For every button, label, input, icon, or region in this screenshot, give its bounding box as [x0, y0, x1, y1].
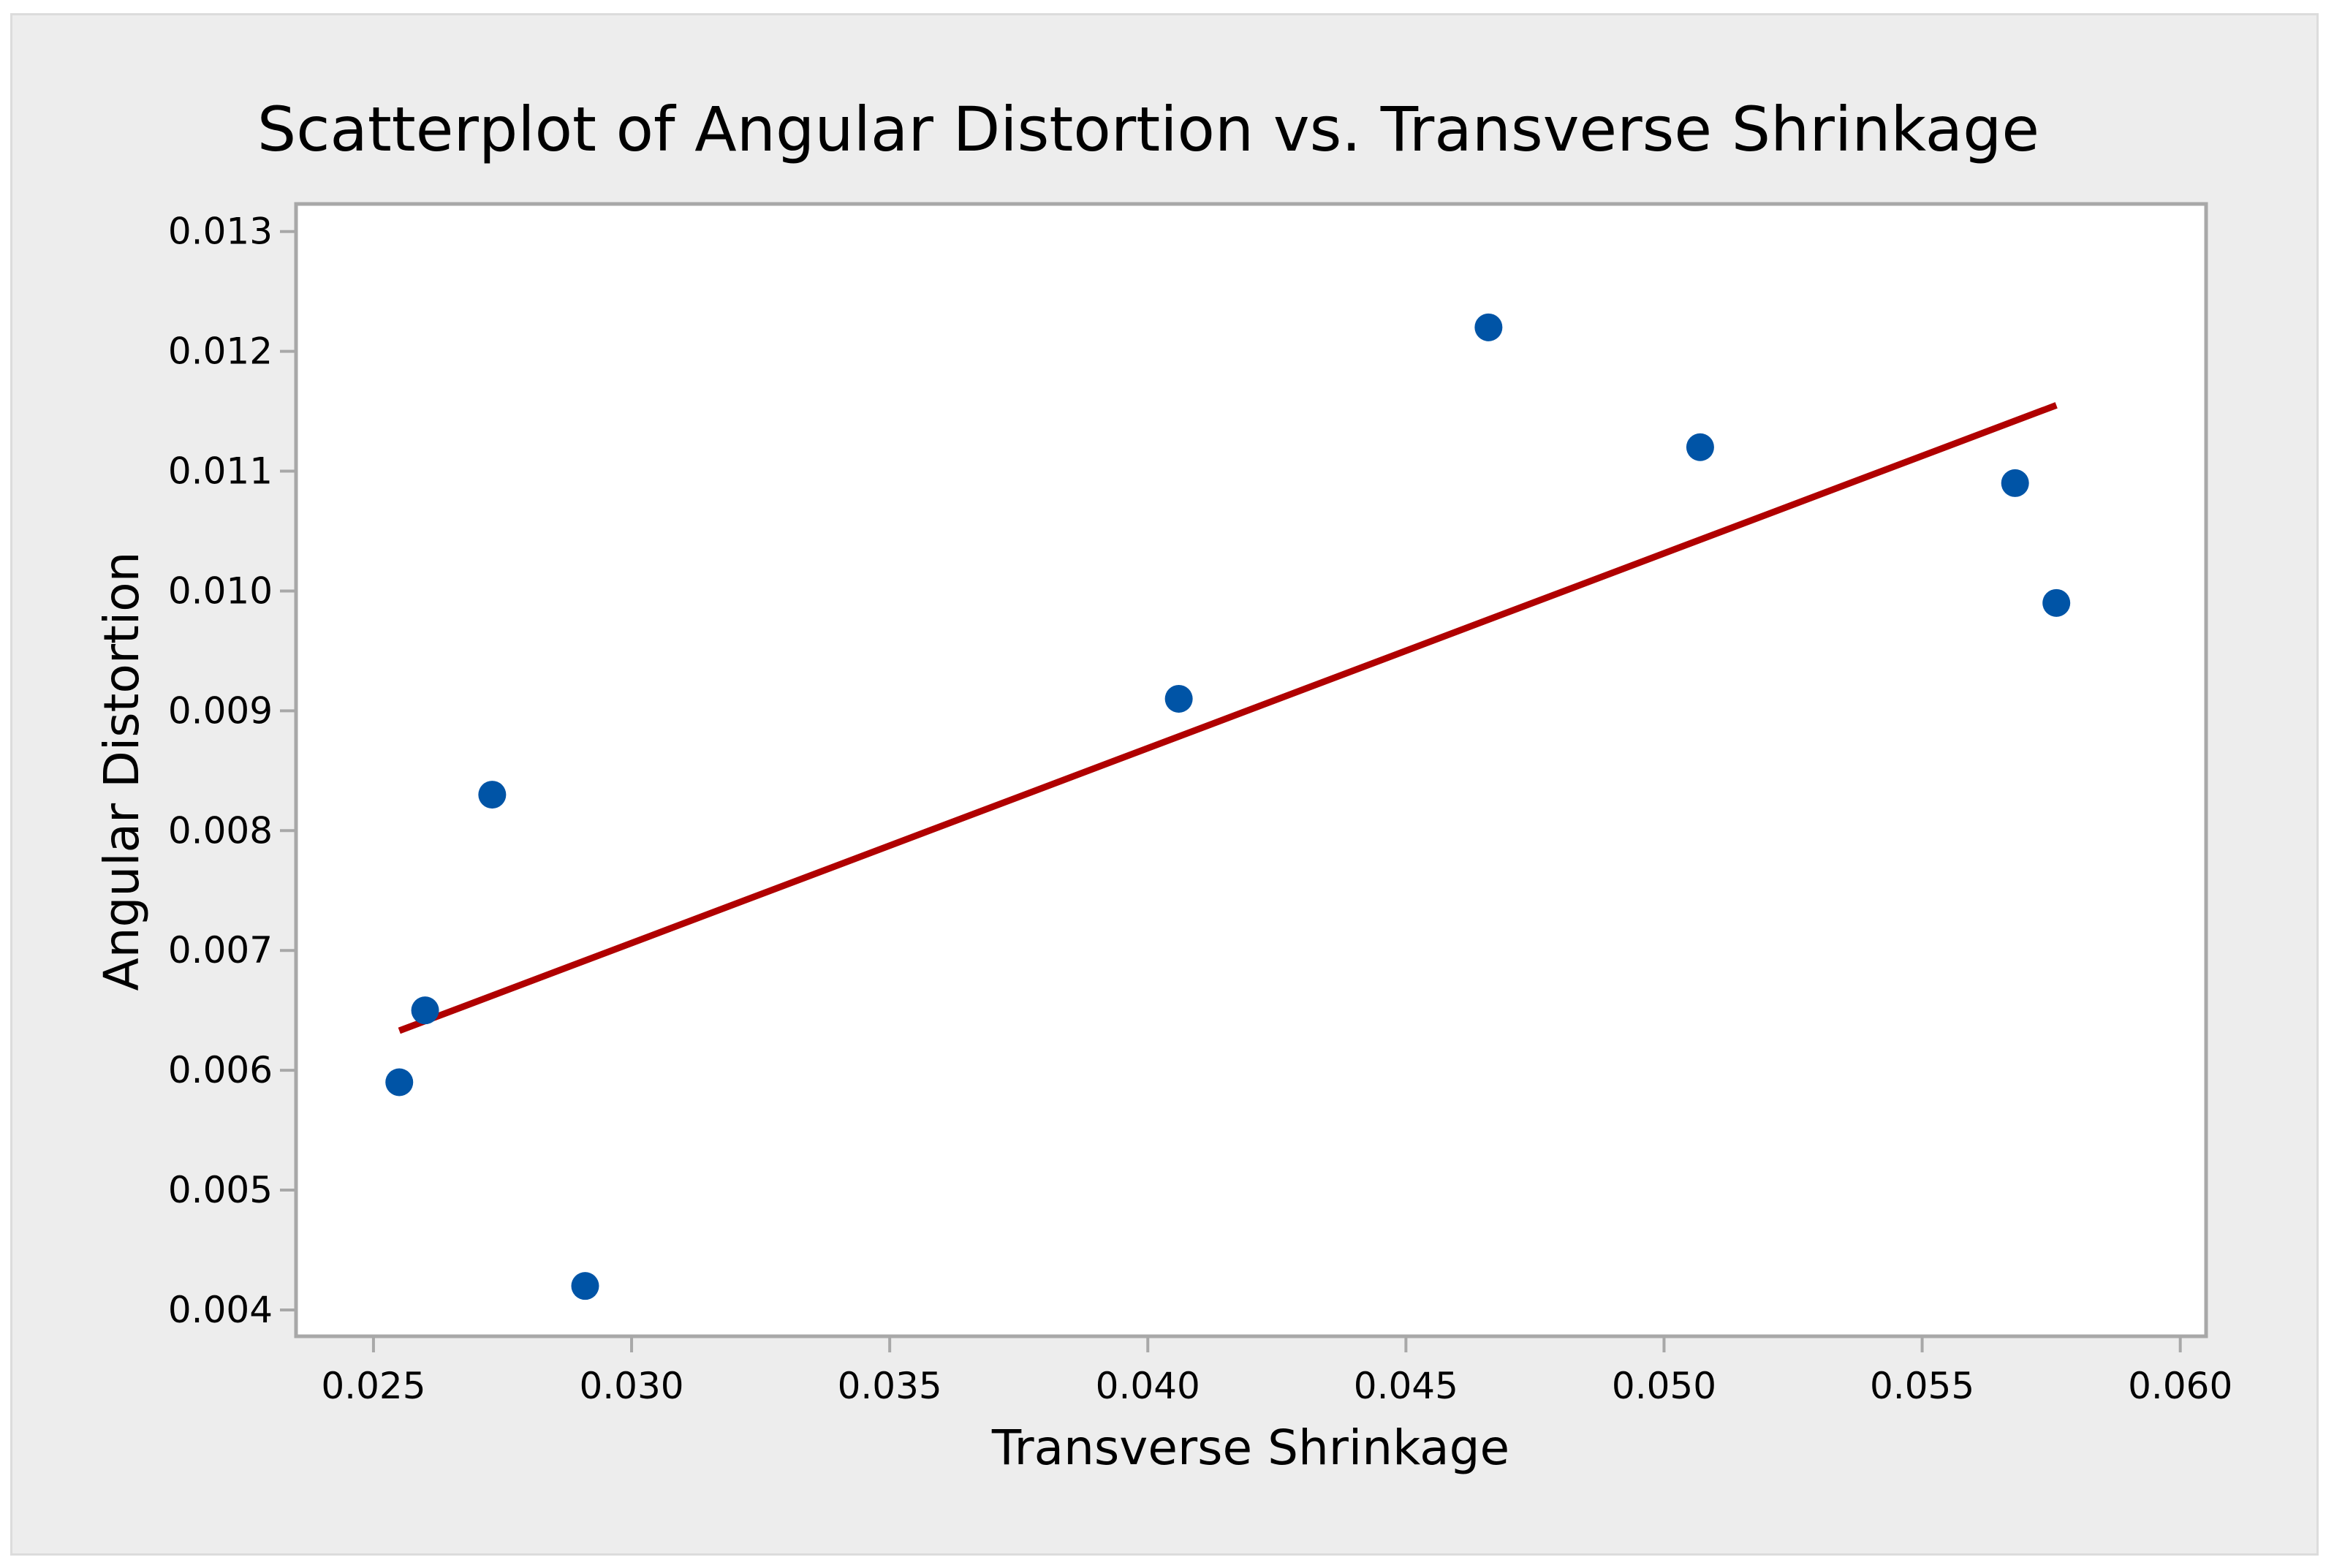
- x-tick-label: 0.045: [1354, 1365, 1458, 1407]
- data-point: [478, 781, 507, 809]
- fit-line-layer: [398, 402, 2058, 1034]
- data-points: [385, 313, 2071, 1300]
- x-tick-label: 0.040: [1096, 1365, 1200, 1407]
- y-axis-ticks: 0.004 0.005 0.006 0.007 0.008 0.009 0.010 0.011…: [168, 211, 296, 1331]
- data-point: [571, 1272, 599, 1300]
- y-tick-label: 0.009: [168, 689, 273, 732]
- x-tick-label: 0.035: [838, 1365, 942, 1407]
- y-axis-title: Angular Distortion: [94, 552, 150, 991]
- y-tick-label: 0.010: [168, 569, 273, 612]
- data-point: [1686, 433, 1714, 461]
- data-point: [385, 1068, 414, 1097]
- y-tick-label: 0.013: [168, 211, 273, 253]
- y-tick-label: 0.005: [168, 1169, 273, 1211]
- x-tick-label: 0.060: [2128, 1365, 2232, 1407]
- regression-line: [398, 402, 2058, 1034]
- y-tick-label: 0.008: [168, 809, 273, 852]
- data-point: [411, 996, 439, 1025]
- data-point: [1474, 313, 1503, 341]
- x-axis-title: Transverse Shrinkage: [991, 1420, 1509, 1476]
- data-point: [2042, 588, 2071, 617]
- data-point: [2001, 469, 2029, 497]
- y-tick-label: 0.007: [168, 929, 273, 972]
- x-tick-label: 0.025: [321, 1365, 425, 1407]
- scatter-chart: Scatterplot of Angular Distortion vs. Tr…: [94, 94, 2232, 1476]
- x-tick-label: 0.050: [1612, 1365, 1716, 1407]
- plot-area: [294, 202, 2208, 1338]
- y-tick-label: 0.012: [168, 330, 273, 373]
- y-tick-label: 0.011: [168, 450, 273, 493]
- data-point: [1164, 684, 1193, 713]
- x-axis-ticks: 0.025 0.030 0.035 0.040 0.045 0.050 0.055 0.060: [321, 1336, 2232, 1407]
- chart-title: Scatterplot of Angular Distortion vs. Tr…: [257, 94, 2039, 165]
- x-tick-label: 0.030: [579, 1365, 683, 1407]
- x-tick-label: 0.055: [1870, 1365, 1974, 1407]
- y-tick-label: 0.004: [168, 1289, 273, 1331]
- chart-frame: Scatterplot of Angular Distortion vs. Tr…: [10, 13, 2319, 1556]
- y-tick-label: 0.006: [168, 1049, 273, 1091]
